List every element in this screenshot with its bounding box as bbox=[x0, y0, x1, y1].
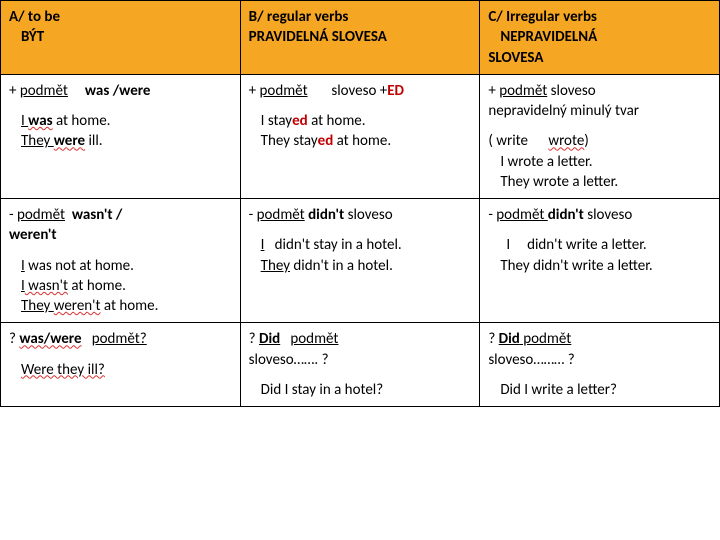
b-ex2: They stayed at home. bbox=[261, 131, 472, 151]
header-a: A/ to be BÝT bbox=[1, 1, 241, 75]
c-ex1: I wrote a letter. bbox=[500, 152, 711, 172]
cell-b-neg: - podmět didn't sloveso I didn't stay in… bbox=[240, 199, 480, 323]
c-plus: + bbox=[488, 82, 499, 100]
a-neg-pod: podmět bbox=[17, 206, 65, 224]
a-neg-ex1: I was not at home. bbox=[21, 256, 232, 276]
c-q-ex1: Did I write a letter? bbox=[500, 380, 711, 400]
a-waswere: was /were bbox=[85, 82, 151, 100]
negative-row: - podmět wasn't / weren't I was not at h… bbox=[1, 199, 720, 323]
header-a-line1: A/ to be bbox=[9, 8, 60, 26]
c-neg-pod: podmět bbox=[496, 206, 547, 224]
c-pod: podmět bbox=[499, 82, 547, 100]
a-q-ex1: Were they ill? bbox=[21, 360, 232, 380]
a-neg-ex3: They weren't at home. bbox=[21, 296, 232, 316]
c-slov: sloveso bbox=[547, 82, 595, 100]
header-c-line1: C/ Irregular verbs bbox=[488, 8, 597, 26]
cell-c-neg: - podmět didn't sloveso I didn't write a… bbox=[480, 199, 720, 323]
a-q-waswere: was/were bbox=[19, 330, 81, 348]
b-ed: ED bbox=[387, 82, 404, 100]
b-minus: - bbox=[249, 206, 257, 224]
a-pod: podmět bbox=[20, 82, 68, 100]
c-q-pod: podmět bbox=[520, 330, 571, 348]
grammar-table: A/ to be BÝT B/ regular verbs PRAVIDELNÁ… bbox=[0, 0, 720, 407]
a-q-pod: podmět? bbox=[92, 330, 147, 348]
b-plus: + bbox=[249, 82, 260, 100]
a-wasnt: wasn't / bbox=[72, 206, 123, 224]
c-q-did: Did bbox=[499, 330, 520, 348]
c-neg-slov: sloveso bbox=[584, 206, 632, 224]
c-q-line2: sloveso……… ? bbox=[488, 351, 574, 369]
header-c-line3: SLOVESA bbox=[488, 49, 543, 67]
b-q-did: Did bbox=[259, 330, 280, 348]
b-neg-ex2: They didn't in a hotel. bbox=[261, 256, 472, 276]
a-minus: - bbox=[9, 206, 17, 224]
c-write: ( write wrote) bbox=[488, 131, 711, 151]
a-plus: + bbox=[9, 82, 20, 100]
b-neg-ex1: I didn't stay in a hotel. bbox=[261, 235, 472, 255]
c-ex2: They wrote a letter. bbox=[500, 172, 711, 192]
cell-c-q: ? Did podmět sloveso……… ? Did I write a … bbox=[480, 323, 720, 407]
b-neg-pod: podmět bbox=[257, 206, 305, 224]
header-c-line2: NEPRAVIDELNÁ bbox=[500, 28, 597, 46]
c-q: ? bbox=[488, 330, 498, 348]
header-b-line1: B/ regular verbs bbox=[249, 8, 349, 26]
cell-a-q: ? was/were podmět? Were they ill? bbox=[1, 323, 241, 407]
cell-b-q: ? Did podmět sloveso……. ? Did I stay in … bbox=[240, 323, 480, 407]
cell-b-pos: + podmět sloveso +ED I stayed at home. T… bbox=[240, 74, 480, 198]
b-didnt: didn't bbox=[308, 206, 344, 224]
a-neg-ex2: I wasn't at home. bbox=[21, 276, 232, 296]
header-c: C/ Irregular verbs NEPRAVIDELNÁ SLOVESA bbox=[480, 1, 720, 75]
header-b: B/ regular verbs PRAVIDELNÁ SLOVESA bbox=[240, 1, 480, 75]
cell-a-neg: - podmět wasn't / weren't I was not at h… bbox=[1, 199, 241, 323]
c-neg-ex2: They didn't write a letter. bbox=[500, 256, 711, 276]
b-pod: podmět bbox=[260, 82, 308, 100]
a-ex1: I was at home. bbox=[21, 111, 232, 131]
a-ex2: They were ill. bbox=[21, 131, 232, 151]
header-b-line2: PRAVIDELNÁ SLOVESA bbox=[249, 28, 387, 46]
cell-a-pos: + podmět was /were I was at home. They w… bbox=[1, 74, 241, 198]
b-q-pod: podmět bbox=[290, 330, 338, 348]
b-q-line2: sloveso……. ? bbox=[249, 351, 329, 369]
b-ex1: I stayed at home. bbox=[261, 111, 472, 131]
b-q: ? bbox=[249, 330, 259, 348]
a-werent: weren't bbox=[9, 226, 57, 244]
a-q: ? bbox=[9, 330, 19, 348]
c-neg-didnt: didn't bbox=[548, 206, 584, 224]
b-q-ex1: Did I stay in a hotel? bbox=[261, 380, 472, 400]
question-row: ? was/were podmět? Were they ill? ? Did … bbox=[1, 323, 720, 407]
header-row: A/ to be BÝT B/ regular verbs PRAVIDELNÁ… bbox=[1, 1, 720, 75]
c-neg-ex1: I didn't write a letter. bbox=[506, 235, 711, 255]
positive-row: + podmět was /were I was at home. They w… bbox=[1, 74, 720, 198]
cell-c-pos: + podmět sloveso nepravidelný minulý tva… bbox=[480, 74, 720, 198]
header-a-line2: BÝT bbox=[21, 28, 44, 46]
b-neg-slov: sloveso bbox=[348, 206, 393, 224]
c-line2: nepravidelný minulý tvar bbox=[488, 102, 639, 120]
b-slov: sloveso + bbox=[331, 82, 387, 100]
